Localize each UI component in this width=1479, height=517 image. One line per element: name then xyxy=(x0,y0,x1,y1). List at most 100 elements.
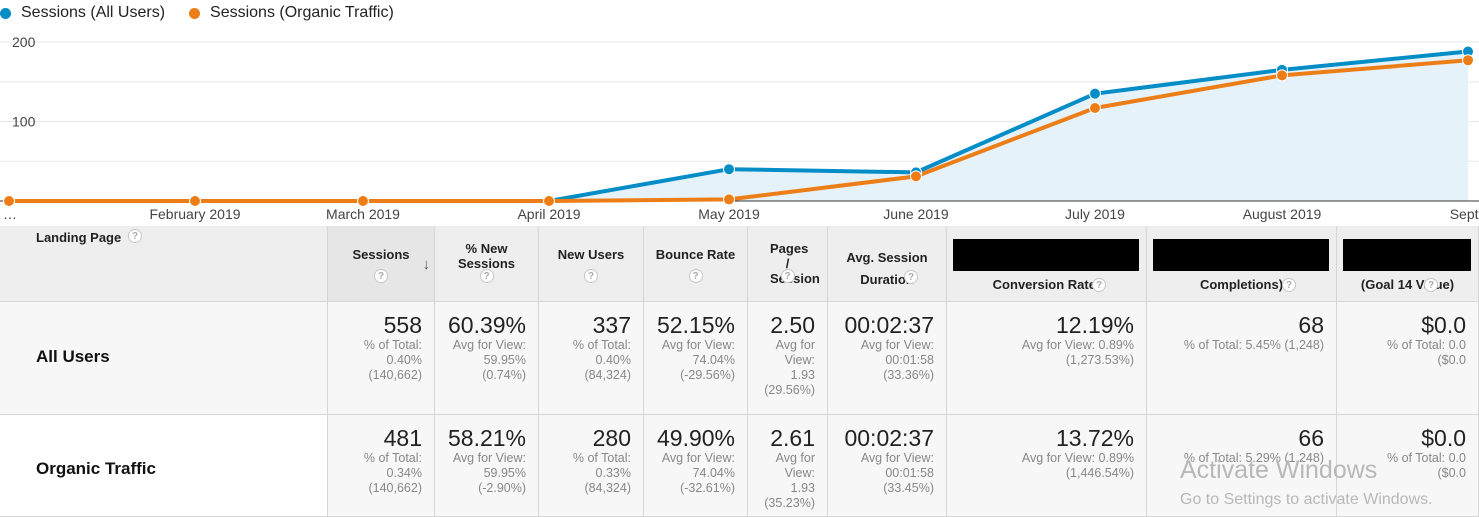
metric-comparison: 0.40% xyxy=(386,353,422,367)
metric-comparison: % of Total: 5.29% (1,248) xyxy=(1183,451,1324,465)
metric-comparison: 1.93 xyxy=(790,368,815,382)
metric-cell: $0.0% of Total: 0.0 ($0.0 xyxy=(1337,302,1479,415)
column-header-7[interactable]: Completions)? xyxy=(1147,226,1337,302)
x-tick-label-5: June 2019 xyxy=(883,206,949,222)
metric-cell: 481% of Total: 0.34% (140,662) xyxy=(328,415,435,517)
metric-cell: 58.21% Avg for View: 59.95% (-2.90%) xyxy=(435,415,539,517)
data-point-s1-8 xyxy=(1462,54,1474,67)
header-landing-page: Landing Page? xyxy=(0,226,328,302)
y-tick-label-1: 100 xyxy=(12,114,36,130)
metric-value: 280 xyxy=(592,425,631,451)
legend-dot-organic xyxy=(189,7,201,19)
metric-comparison: (-2.90%) xyxy=(478,481,526,495)
data-point-s1-0 xyxy=(3,195,15,207)
column-header-label: (Goal 14 Value) xyxy=(1360,277,1455,292)
column-header-label: % New Sessions xyxy=(457,241,516,271)
column-header-1[interactable]: % New Sessions? xyxy=(435,226,539,302)
help-icon[interactable]: ? xyxy=(780,268,795,283)
help-icon[interactable]: ? xyxy=(688,268,703,283)
metric-comparison: 0.40% xyxy=(595,353,631,367)
metric-cell: 52.15% Avg for View: 74.04% (-29.56%) xyxy=(644,302,748,415)
help-icon-wrap: ? xyxy=(904,268,918,284)
column-header-label: Sessions xyxy=(352,247,410,262)
metric-comparison: 74.04% xyxy=(692,466,735,480)
help-icon[interactable]: ? xyxy=(904,269,918,284)
column-header-6[interactable]: Conversion Rate)? xyxy=(947,226,1147,302)
help-icon[interactable]: ? xyxy=(374,268,388,283)
metric-value: 12.19% xyxy=(1055,312,1134,338)
metric-value: 58.21% xyxy=(447,425,526,451)
column-header-3[interactable]: Bounce Rate? xyxy=(644,226,748,302)
help-icon[interactable]: ? xyxy=(479,268,494,283)
metric-value: $0.0 xyxy=(1421,312,1466,338)
legend-item-organic[interactable]: Sessions (Organic Traffic) xyxy=(189,4,394,22)
help-icon[interactable]: ? xyxy=(1282,277,1296,292)
help-icon[interactable]: ? xyxy=(1092,277,1106,292)
metric-value: 49.90% xyxy=(656,425,735,451)
metric-cell: 280% of Total: 0.33% (84,324) xyxy=(539,415,644,517)
row-label-cell: Organic Traffic xyxy=(0,415,328,517)
chart-legend: Sessions (All Users) Sessions (Organic T… xyxy=(0,0,418,26)
column-header-8[interactable]: (Goal 14 Value)? xyxy=(1337,226,1479,302)
row-name[interactable]: Organic Traffic xyxy=(36,459,156,478)
metric-comparison: 00:01:58 xyxy=(885,466,934,480)
help-icon[interactable]: ? xyxy=(584,268,598,283)
column-header-4[interactable]: Pages / Session? xyxy=(748,226,828,302)
landing-page-help-icon[interactable]: ? xyxy=(128,229,142,243)
column-header-label: Avg. Session Duration xyxy=(846,250,928,287)
x-tick-label-8: Septe xyxy=(1450,206,1479,222)
metric-comparison: (0.74%) xyxy=(482,368,526,382)
metric-cell: 12.19% Avg for View: 0.89% (1,273.53%) xyxy=(947,302,1147,415)
help-icon-wrap: ? xyxy=(539,267,643,283)
metric-comparison: 0.34% xyxy=(386,466,422,480)
data-point-s1-1 xyxy=(189,195,201,207)
metric-cell: 68% of Total: 5.45% (1,248) xyxy=(1147,302,1337,415)
metric-cell: 2.50 Avg for View: 1.93 (29.56%) xyxy=(748,302,828,415)
metric-value: $0.0 xyxy=(1421,425,1466,451)
help-icon-wrap: ? xyxy=(1424,276,1438,292)
x-tick-label-3: April 2019 xyxy=(517,206,580,222)
row-name[interactable]: All Users xyxy=(36,347,110,366)
metric-comparison: (29.56%) xyxy=(764,383,815,397)
column-header-5[interactable]: Avg. Session Duration? xyxy=(828,226,947,302)
x-tick-label-4: May 2019 xyxy=(698,206,760,222)
metric-value: 00:02:37 xyxy=(844,312,934,338)
metric-comparison: Avg for View: xyxy=(661,338,735,352)
sort-descending-icon[interactable]: ↓ xyxy=(422,256,431,273)
metric-comparison: % of Total: xyxy=(363,338,422,352)
metric-comparison: % of Total: 5.45% (1,248) xyxy=(1183,338,1324,352)
row-label-cell: All Users xyxy=(0,302,328,415)
metric-comparison: Avg for View: 0.89% xyxy=(1021,451,1134,465)
metric-cell: 558% of Total: 0.40% (140,662) xyxy=(328,302,435,415)
help-icon-wrap: ? xyxy=(435,267,538,283)
metric-cell: $0.0% of Total: 0.0 ($0.0 xyxy=(1337,415,1479,517)
metric-comparison: Avg for View: xyxy=(860,338,934,352)
legend-item-all-users[interactable]: Sessions (All Users) xyxy=(0,4,165,22)
metric-comparison: 59.95% xyxy=(483,466,526,480)
column-header-2[interactable]: New Users? xyxy=(539,226,644,302)
metric-value: 13.72% xyxy=(1055,425,1134,451)
column-header-label: Conversion Rate) xyxy=(992,277,1101,292)
metric-comparison: (35.23%) xyxy=(764,496,815,510)
data-point-s1-4 xyxy=(723,193,735,206)
help-icon[interactable]: ? xyxy=(1424,277,1438,292)
column-header-label: Bounce Rate xyxy=(655,247,736,262)
data-point-s1-5 xyxy=(910,170,922,183)
metric-comparison: (1,273.53%) xyxy=(1065,353,1134,367)
all-users-area xyxy=(9,51,1468,201)
metric-cell: 60.39% Avg for View: 59.95% (0.74%) xyxy=(435,302,539,415)
metric-comparison: Avg for xyxy=(775,338,815,352)
metric-comparison: View: xyxy=(784,466,815,480)
help-icon-wrap: ? xyxy=(1282,276,1296,292)
data-point-s1-3 xyxy=(543,195,555,207)
data-point-s1-6 xyxy=(1089,101,1101,114)
column-header-0[interactable]: Sessions? ↓ xyxy=(328,226,435,302)
help-icon-wrap: ? xyxy=(748,267,827,283)
metric-value: 2.50 xyxy=(770,312,815,338)
metric-comparison: Avg for View: 0.89% xyxy=(1021,338,1134,352)
metric-value: 337 xyxy=(592,312,631,338)
data-point-s0-6 xyxy=(1089,87,1101,100)
metric-value: 558 xyxy=(383,312,422,338)
metric-cell: 337% of Total: 0.40% (84,324) xyxy=(539,302,644,415)
landing-page-label: Landing Page xyxy=(36,230,122,245)
